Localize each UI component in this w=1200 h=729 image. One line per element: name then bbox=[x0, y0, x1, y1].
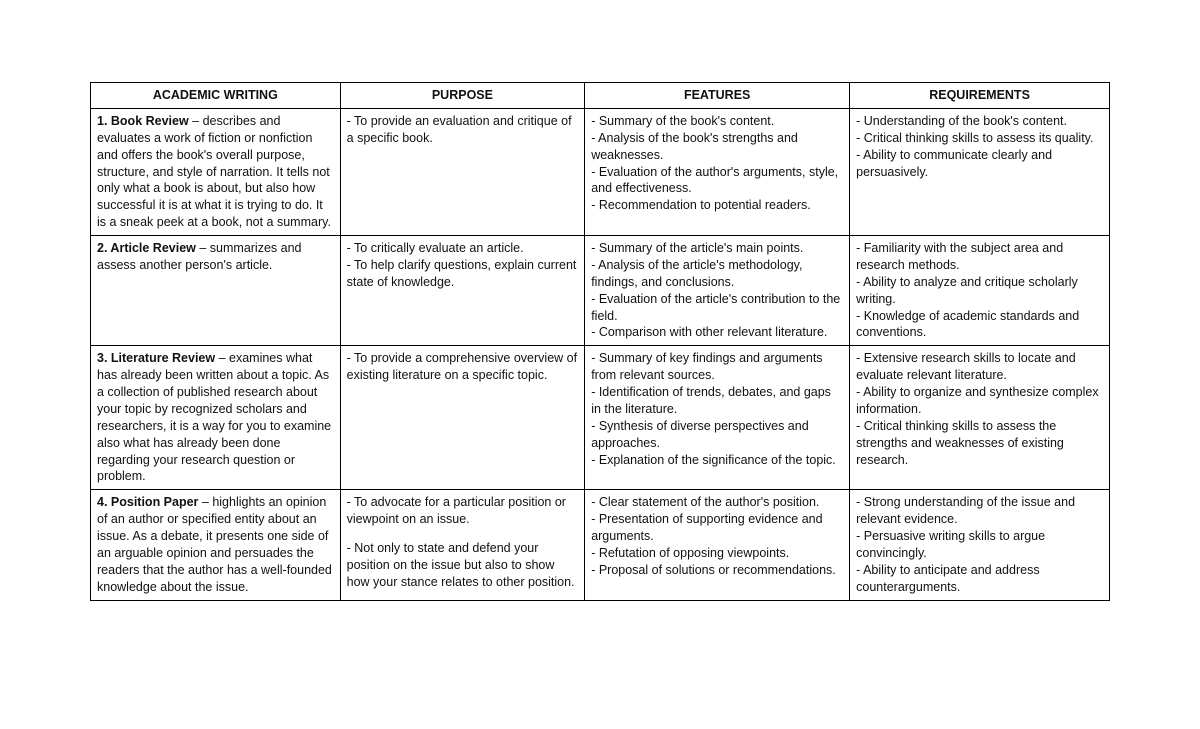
row-description: – examines what has already been written… bbox=[97, 351, 331, 483]
header-purpose: PURPOSE bbox=[340, 83, 585, 109]
cell-requirements-line: - Knowledge of academic standards and co… bbox=[856, 308, 1103, 342]
header-requirements: REQUIREMENTS bbox=[850, 83, 1110, 109]
cell-requirements-line: - Critical thinking skills to assess its… bbox=[856, 130, 1103, 147]
header-academic-writing: ACADEMIC WRITING bbox=[91, 83, 341, 109]
cell-features: - Summary of key findings and arguments … bbox=[585, 346, 850, 490]
row-title: 2. Article Review bbox=[97, 241, 196, 255]
cell-features-line: - Summary of the book's content. bbox=[591, 113, 843, 130]
cell-features-line: - Analysis of the article's methodology,… bbox=[591, 257, 843, 291]
cell-purpose-line: - To critically evaluate an article. bbox=[347, 240, 579, 257]
cell-features-line: - Refutation of opposing viewpoints. bbox=[591, 545, 843, 562]
cell-purpose: - To critically evaluate an article.- To… bbox=[340, 236, 585, 346]
cell-features-line: - Explanation of the significance of the… bbox=[591, 452, 843, 469]
cell-features-line: - Evaluation of the article's contributi… bbox=[591, 291, 843, 325]
row-description: – highlights an opinion of an author or … bbox=[97, 495, 332, 593]
cell-academic-writing: 2. Article Review – summarizes and asses… bbox=[91, 236, 341, 346]
cell-requirements-line: - Persuasive writing skills to argue con… bbox=[856, 528, 1103, 562]
cell-features: - Clear statement of the author's positi… bbox=[585, 490, 850, 600]
cell-academic-writing: 1. Book Review – describes and evaluates… bbox=[91, 108, 341, 235]
table-row: 3. Literature Review – examines what has… bbox=[91, 346, 1110, 490]
table-header-row: ACADEMIC WRITING PURPOSE FEATURES REQUIR… bbox=[91, 83, 1110, 109]
cell-features-line: - Identification of trends, debates, and… bbox=[591, 384, 843, 418]
academic-writing-table: ACADEMIC WRITING PURPOSE FEATURES REQUIR… bbox=[90, 82, 1110, 601]
cell-purpose-line: - To provide a comprehensive overview of… bbox=[347, 350, 579, 384]
cell-academic-writing: 4. Position Paper – highlights an opinio… bbox=[91, 490, 341, 600]
cell-requirements-line: - Extensive research skills to locate an… bbox=[856, 350, 1103, 384]
row-title: 4. Position Paper bbox=[97, 495, 198, 509]
cell-purpose-line: - Not only to state and defend your posi… bbox=[347, 540, 579, 591]
cell-requirements-line: - Ability to anticipate and address coun… bbox=[856, 562, 1103, 596]
row-title: 3. Literature Review bbox=[97, 351, 215, 365]
cell-requirements: - Strong understanding of the issue and … bbox=[850, 490, 1110, 600]
cell-academic-writing: 3. Literature Review – examines what has… bbox=[91, 346, 341, 490]
table-row: 4. Position Paper – highlights an opinio… bbox=[91, 490, 1110, 600]
cell-features-line: - Summary of the article's main points. bbox=[591, 240, 843, 257]
cell-features: - Summary of the article's main points.-… bbox=[585, 236, 850, 346]
cell-purpose-line bbox=[347, 528, 579, 540]
cell-purpose: - To provide a comprehensive overview of… bbox=[340, 346, 585, 490]
cell-requirements-line: - Strong understanding of the issue and … bbox=[856, 494, 1103, 528]
cell-features-line: - Synthesis of diverse perspectives and … bbox=[591, 418, 843, 452]
cell-requirements-line: - Ability to communicate clearly and per… bbox=[856, 147, 1103, 181]
table-row: 1. Book Review – describes and evaluates… bbox=[91, 108, 1110, 235]
cell-features-line: - Comparison with other relevant literat… bbox=[591, 324, 843, 341]
table-row: 2. Article Review – summarizes and asses… bbox=[91, 236, 1110, 346]
row-title: 1. Book Review bbox=[97, 114, 189, 128]
cell-purpose-line: - To advocate for a particular position … bbox=[347, 494, 579, 528]
cell-requirements-line: - Ability to organize and synthesize com… bbox=[856, 384, 1103, 418]
cell-features-line: - Recommendation to potential readers. bbox=[591, 197, 843, 214]
cell-features-line: - Evaluation of the author's arguments, … bbox=[591, 164, 843, 198]
row-description: – describes and evaluates a work of fict… bbox=[97, 114, 331, 229]
table-body: 1. Book Review – describes and evaluates… bbox=[91, 108, 1110, 600]
cell-purpose-line: - To help clarify questions, explain cur… bbox=[347, 257, 579, 291]
cell-features-line: - Presentation of supporting evidence an… bbox=[591, 511, 843, 545]
cell-features-line: - Clear statement of the author's positi… bbox=[591, 494, 843, 511]
cell-features: - Summary of the book's content.- Analys… bbox=[585, 108, 850, 235]
cell-requirements: - Extensive research skills to locate an… bbox=[850, 346, 1110, 490]
cell-features-line: - Summary of key findings and arguments … bbox=[591, 350, 843, 384]
cell-requirements: - Familiarity with the subject area and … bbox=[850, 236, 1110, 346]
cell-purpose-line: - To provide an evaluation and critique … bbox=[347, 113, 579, 147]
cell-requirements-line: - Critical thinking skills to assess the… bbox=[856, 418, 1103, 469]
cell-requirements-line: - Ability to analyze and critique schola… bbox=[856, 274, 1103, 308]
cell-features-line: - Analysis of the book's strengths and w… bbox=[591, 130, 843, 164]
cell-purpose: - To provide an evaluation and critique … bbox=[340, 108, 585, 235]
cell-requirements: - Understanding of the book's content.- … bbox=[850, 108, 1110, 235]
cell-requirements-line: - Understanding of the book's content. bbox=[856, 113, 1103, 130]
header-features: FEATURES bbox=[585, 83, 850, 109]
cell-features-line: - Proposal of solutions or recommendatio… bbox=[591, 562, 843, 579]
cell-purpose: - To advocate for a particular position … bbox=[340, 490, 585, 600]
cell-requirements-line: - Familiarity with the subject area and … bbox=[856, 240, 1103, 274]
